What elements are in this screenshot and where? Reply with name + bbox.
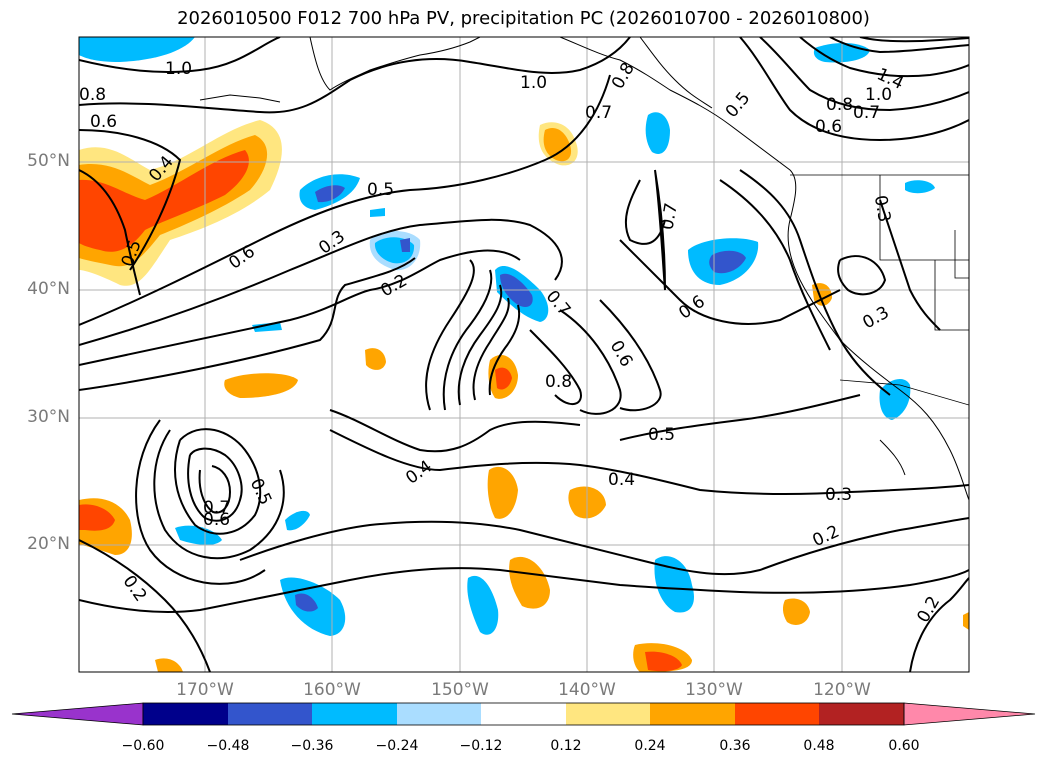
contour-label: 0.7 (658, 201, 682, 231)
colorbar-tick: 0.60 (888, 738, 920, 754)
map-title: 2026010500 F012 700 hPa PV, precipitatio… (177, 8, 870, 29)
pv-contours (79, 37, 969, 672)
colorbar-tick: 0.24 (634, 738, 666, 754)
colorbar (11, 702, 1036, 726)
contour-label: 0.6 (675, 292, 709, 324)
contour-label: 0.7 (853, 103, 880, 123)
lon-label: 160°W (303, 680, 361, 700)
colorbar-tick: −0.24 (375, 738, 419, 754)
contour-label: 0.5 (367, 180, 394, 200)
grid-lines (79, 37, 969, 672)
lat-label: 40°N (27, 279, 70, 299)
contour-label: 0.4 (608, 470, 635, 490)
contour-label: 0.4 (402, 457, 436, 489)
contour-label: 0.3 (870, 194, 894, 224)
contour-label: 0.2 (810, 522, 843, 552)
contour-label: 0.5 (648, 425, 675, 445)
lat-label: 30°N (27, 407, 70, 427)
map-frame (78, 36, 970, 673)
lon-label: 140°W (558, 680, 616, 700)
colorbar-tick: 0.48 (803, 738, 835, 754)
contour-label: 0.7 (203, 498, 230, 518)
colorbar-tick: −0.12 (459, 738, 503, 754)
contour-label: 0.8 (79, 85, 106, 105)
lat-label: 50°N (27, 151, 70, 171)
contour-label: 0.3 (315, 227, 349, 259)
lon-label: 130°W (685, 680, 743, 700)
lat-label: 20°N (27, 534, 70, 554)
colorbar-tick: −0.36 (290, 738, 334, 754)
colorbar-tick: 0.36 (719, 738, 751, 754)
contour-label: 0.2 (377, 271, 410, 302)
precipitation-shading (79, 37, 969, 672)
colorbar-tick: 0.12 (550, 738, 582, 754)
lon-label: 120°W (813, 680, 871, 700)
contour-label: 0.8 (826, 95, 853, 115)
political-borders (790, 174, 969, 406)
lon-label: 150°W (431, 680, 489, 700)
contour-label: 0.6 (815, 117, 842, 137)
contour-label: 0.3 (859, 303, 892, 334)
contour-label: 0.2 (119, 572, 151, 606)
contour-label: 0.6 (203, 510, 230, 530)
contour-label: 0.5 (246, 475, 276, 508)
contour-label: 1.0 (165, 59, 192, 79)
contour-label: 0.6 (90, 112, 117, 132)
contour-label: 0.5 (722, 88, 755, 122)
contour-label: 0.8 (608, 59, 639, 92)
contour-label: 0.8 (545, 372, 572, 392)
colorbar-tick: −0.48 (206, 738, 250, 754)
contour-label: 0.6 (225, 242, 259, 274)
contour-label: 0.3 (825, 485, 852, 505)
contour-label: 1.0 (520, 73, 547, 93)
contour-label: 1.0 (865, 85, 892, 105)
colorbar-tick: −0.60 (121, 738, 165, 754)
contour-label: 0.2 (913, 593, 944, 626)
contour-label: 0.7 (585, 103, 612, 123)
lon-label: 170°W (176, 680, 234, 700)
